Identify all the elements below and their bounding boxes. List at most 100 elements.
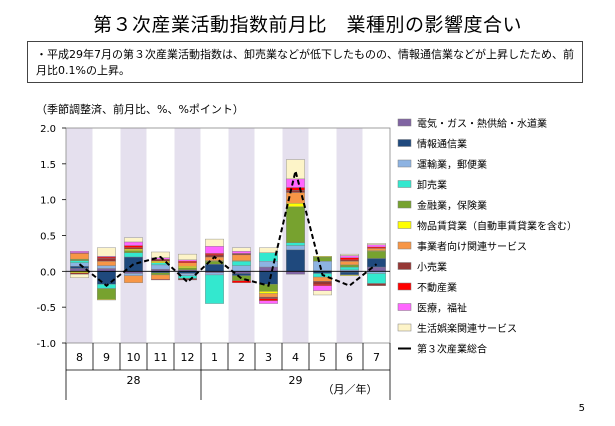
bar-segment — [205, 263, 224, 272]
year-label: 28 — [127, 374, 141, 387]
bar-segment — [124, 237, 143, 243]
bar-segment — [124, 247, 143, 250]
y-tick-label: -1.0 — [36, 339, 56, 350]
bar-segment — [232, 247, 251, 252]
x-tick-label: 5 — [319, 351, 326, 364]
y-tick-label: -0.5 — [36, 303, 56, 314]
legend-swatch — [397, 159, 412, 168]
bar-segment — [232, 253, 251, 256]
bar-segment — [151, 279, 170, 281]
bar-segment — [151, 274, 170, 280]
year-label: 29 — [289, 374, 303, 387]
y-tick-label: 0.0 — [40, 267, 56, 278]
x-axis-label: （月／年） — [323, 382, 378, 396]
bar-segment — [151, 264, 170, 270]
bar-segment — [367, 248, 386, 251]
bar-segment — [340, 255, 359, 258]
bar-segment — [124, 245, 143, 248]
shaded-column — [66, 128, 93, 343]
bar-segment — [178, 278, 197, 281]
bar-segment — [178, 275, 197, 279]
x-tick-label: 2 — [238, 351, 245, 364]
bar-segment — [367, 244, 386, 248]
bar-segment — [124, 275, 143, 283]
bar-segment — [97, 261, 116, 266]
shaded-column — [174, 128, 201, 343]
y-tick-label: 1.0 — [40, 196, 56, 207]
bar-segment — [232, 254, 251, 261]
legend-label: 事業者向け関連サービス — [417, 240, 527, 253]
bar-segment — [178, 261, 197, 263]
bar-segment — [97, 265, 116, 269]
bar-segment — [70, 266, 89, 269]
bar-segment — [205, 253, 224, 256]
bar-segment — [313, 261, 332, 271]
x-tick-label: 3 — [265, 351, 272, 364]
bar-segment — [340, 271, 359, 276]
x-tick-label: 4 — [292, 351, 299, 364]
x-tick-label: 7 — [373, 351, 380, 364]
legend-swatch — [397, 323, 412, 332]
bar-segment — [70, 251, 89, 253]
bar-segment — [286, 190, 305, 193]
bar-segment — [205, 238, 224, 247]
bar-segment — [286, 187, 305, 191]
bar-segment — [97, 258, 116, 262]
legend-label: 卸売業 — [417, 179, 447, 192]
bar-segment — [232, 251, 251, 254]
bar-segment — [286, 245, 305, 251]
bar-segment — [313, 281, 332, 285]
shaded-column — [336, 128, 363, 343]
bar-segment — [286, 271, 305, 275]
bar-segment — [232, 265, 251, 272]
bar-segment — [232, 273, 251, 276]
legend-label: 運輸業，郵便業 — [417, 158, 487, 171]
bar-segment — [97, 288, 116, 300]
y-tick-label: 1.5 — [40, 160, 56, 171]
bar-segment — [367, 246, 386, 249]
bar-segment — [97, 299, 116, 301]
shaded-column — [120, 128, 147, 343]
bar-segment — [286, 159, 305, 180]
legend-label: 不動産業 — [417, 281, 457, 294]
legend-label: 第３次産業総合 — [417, 343, 487, 356]
bar-segment — [340, 266, 359, 271]
bar-segment — [70, 258, 89, 261]
bar-segment — [259, 247, 278, 253]
legend-swatch — [397, 303, 412, 311]
bar-segment — [286, 206, 305, 243]
x-tick-label: 8 — [76, 351, 83, 364]
bar-segment — [313, 284, 332, 286]
legend-label: 物品賃貸業（自動車賃貸業を含む） — [417, 220, 577, 233]
bar-segment — [232, 261, 251, 266]
bar-segment — [178, 262, 197, 267]
bar-segment — [286, 242, 305, 246]
legend-label: 小売業 — [417, 261, 447, 274]
bar-segment — [286, 249, 305, 272]
total-line — [78, 170, 378, 287]
bar-segment — [97, 247, 116, 257]
x-tick-label: 10 — [127, 351, 141, 364]
legend-label: 生活娯楽関連サービス — [417, 322, 517, 335]
bar-segment — [70, 272, 89, 275]
page-number: 5 — [578, 403, 585, 414]
legend-label: 金融業，保険業 — [417, 199, 487, 212]
bar-segment — [367, 243, 386, 246]
bar-segment — [259, 296, 278, 299]
bar-segment — [340, 257, 359, 261]
summary-box: ・平成29年7月の第３次産業活動指数は、卸売業などが低下したものの、情報通信業な… — [27, 41, 583, 83]
bar-segment — [286, 178, 305, 188]
bar-segment — [178, 253, 197, 261]
x-tick-label: 12 — [181, 351, 195, 364]
bar-segment — [124, 241, 143, 246]
bar-segment — [340, 264, 359, 268]
bar-segment — [367, 283, 386, 286]
bar-segment — [70, 253, 89, 260]
bar-segment — [340, 274, 359, 276]
bar-segment — [97, 268, 116, 272]
bar-segment — [313, 290, 332, 296]
bar-segment — [313, 256, 332, 262]
y-tick-label: 2.0 — [40, 124, 56, 135]
bar-segment — [205, 274, 224, 304]
